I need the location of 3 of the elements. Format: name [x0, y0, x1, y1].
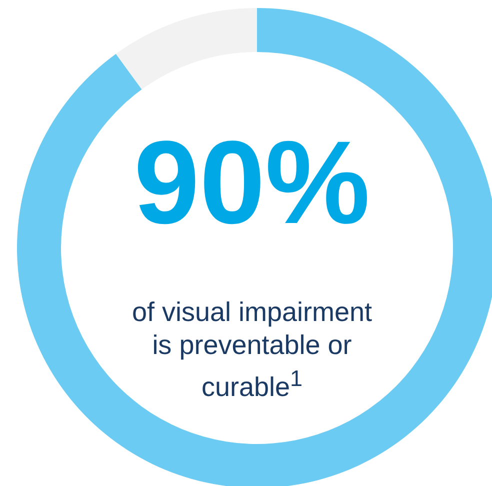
text: of visual impairment is preventable or curable$^{1}$	[130, 296, 374, 404]
text: 90%	[132, 117, 372, 249]
donut-slice	[116, 8, 257, 90]
